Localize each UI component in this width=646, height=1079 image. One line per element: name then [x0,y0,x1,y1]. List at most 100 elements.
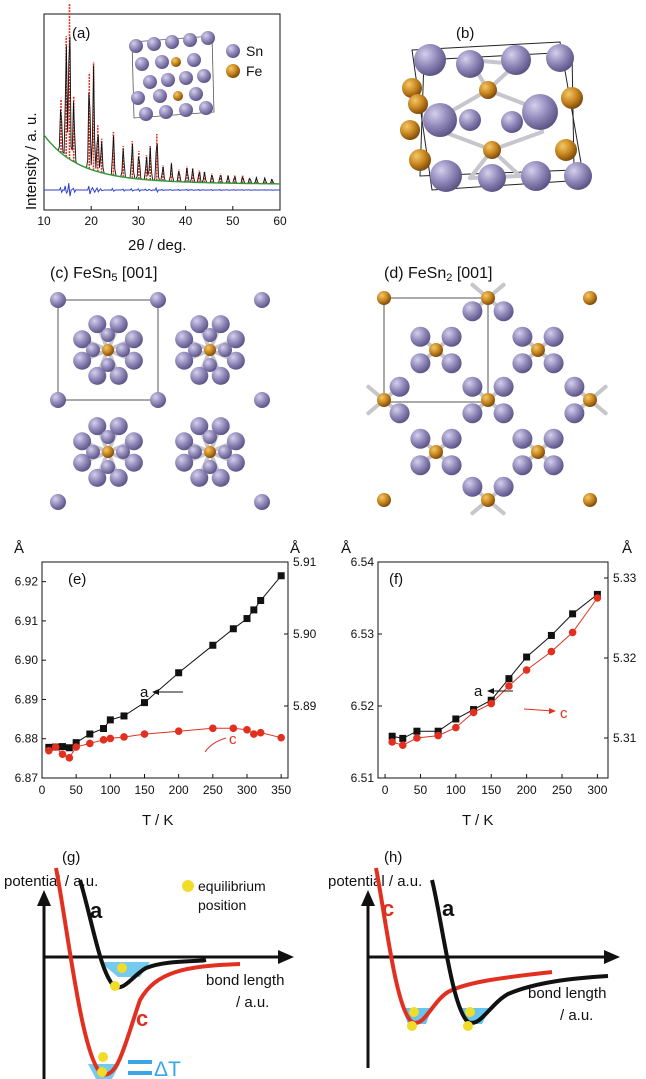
inset-sn-atom-17 [179,103,193,117]
b-fe-atom-6 [555,139,577,161]
d-fe-3 [377,393,391,407]
xtick-label-a-1: 20 [85,214,99,228]
panel-c-label: (c) FeSn5 [001] [50,265,158,284]
xtick-label-a-0: 10 [37,214,51,228]
d-sn-23 [493,403,514,424]
panel-g-xlabel-line2: / a.u. [236,994,269,1011]
legend-sn-label: Sn [246,43,263,59]
f-ytick-right-label-1: 5.32 [613,651,637,665]
d-fe-12 [531,445,545,459]
panel-e: Å Å (e) 0 50 100 150 200 250 300 350 6.87 6.88 6.8… [14,540,317,829]
d-sn-31 [493,301,514,322]
d-sn-17 [389,376,410,397]
d-sn-11 [441,455,462,476]
c-sn-ring-3-3 [175,453,194,472]
e-point-c-8 [120,733,128,741]
c-sn-inner-0-2 [86,343,100,357]
f-xtick-label-3: 150 [481,783,501,797]
panel-e-annotation-c: c [204,731,237,753]
e-point-c-16 [277,733,285,742]
e-ytick-right-label-1: 5.90 [293,627,317,641]
panel-h: (h) potential / a.u. c a bond length / a… [328,849,620,1068]
panel-c: (c) FeSn5 [001] [50,265,270,510]
c-sn-ring-0-7 [124,330,143,349]
xtick-label-a-5: 60 [273,214,287,228]
c-corner-sn-1 [150,292,166,308]
d-sn-0 [410,326,431,347]
panel-h-xlabel-line1: bond length [528,985,606,1002]
panel-e-unit-right: Å [290,540,300,557]
inset-sn-atom-6 [155,55,169,69]
inset-sn-atom-11 [197,69,211,83]
xtick-label-a-4: 50 [226,214,240,228]
inset-sn-atom-8 [143,75,157,89]
f-point-a-9 [547,631,555,639]
panel-f-annot-c-text: c [560,705,568,722]
e-point-a-12 [229,625,237,633]
b-sn-atom-10 [459,109,481,131]
e-point-a-4 [72,739,80,747]
f-ytick-right-label-0: 5.31 [613,731,637,745]
f-point-c-3 [434,731,442,740]
e-point-a-13 [243,615,251,623]
panel-a-label: (a) [72,25,90,42]
f-ytick-left-label-1: 6.52 [351,699,375,713]
d-sn-3 [441,353,462,374]
d-fe-6 [377,493,391,507]
b-fe-atom-4 [483,141,501,159]
panel-g-ylabel: potential / a.u. [4,873,98,890]
b-fe-atom-2 [409,149,431,171]
e-xtick-label-0: 0 [39,783,46,797]
c-sn-inner-3-3 [203,430,217,444]
e-point-c-11 [209,724,217,733]
d-sn-13 [543,428,564,449]
c-sn-inner-2-3 [101,430,115,444]
e-point-c-10 [174,727,183,735]
b-sn-atom-8 [521,161,551,191]
c-sn-ring-1-1 [211,366,230,385]
panel-h-eq-a-lower [463,1021,473,1031]
b-fe-atom-5 [561,87,583,109]
c-sn-ring-3-0 [226,453,245,472]
c-sn-ring-2-3 [73,453,92,472]
c-sn-ring-1-2 [190,366,209,385]
e-point-c-4 [72,743,80,751]
panel-h-curve-c [374,867,553,1025]
inset-sn-atom-13 [153,89,167,103]
e-xtick-label-4: 200 [169,783,189,797]
inset-sn-atom-16 [159,105,173,119]
inset-sn-atom-14 [189,87,203,101]
panel-g: (g) potential / a.u. a c equilibrium pos… [4,849,294,1079]
inset-fe-atom-2 [173,91,183,101]
panel-e-annot-a-text: a [140,684,149,701]
e-point-a-7 [106,716,114,724]
panel-f-unit-left: Å [341,540,351,557]
panel-b: (b) [400,25,592,192]
inset-sn-atom-5 [135,57,149,71]
c-sn-ring-1-3 [175,351,194,370]
f-point-c-4 [452,723,460,732]
b-sn-atom-2 [501,45,531,75]
panel-g-curve-c [54,867,241,1077]
legend-fe-label: Fe [246,63,263,79]
e-point-c-6 [99,736,108,744]
f-xtick-label-4: 200 [517,783,537,797]
c-sn-inner-0-1 [101,358,115,372]
b-sn-atom-7 [478,164,506,192]
e-ytick-left-label-0: 6.87 [15,771,39,785]
d-fe-5 [583,393,597,407]
f-point-a-3 [434,727,442,735]
c-unit-cell [57,299,159,401]
xtick-label-a-2: 30 [132,214,146,228]
d-fe-4 [481,393,495,407]
f-point-a-7 [505,675,513,683]
c-fe-0 [102,344,114,356]
xtick-label-a-3: 40 [179,214,193,228]
panel-g-eq-a-upper [117,963,127,973]
panel-h-curve-c-label: c [382,896,394,921]
inset-sn-atom-9 [161,73,175,87]
panel-e-annot-a-arrowhead [152,689,159,695]
panel-f-annot-a-text: a [474,683,483,700]
e-point-a-9 [141,699,148,707]
inset-sn-atom-2 [165,35,179,49]
